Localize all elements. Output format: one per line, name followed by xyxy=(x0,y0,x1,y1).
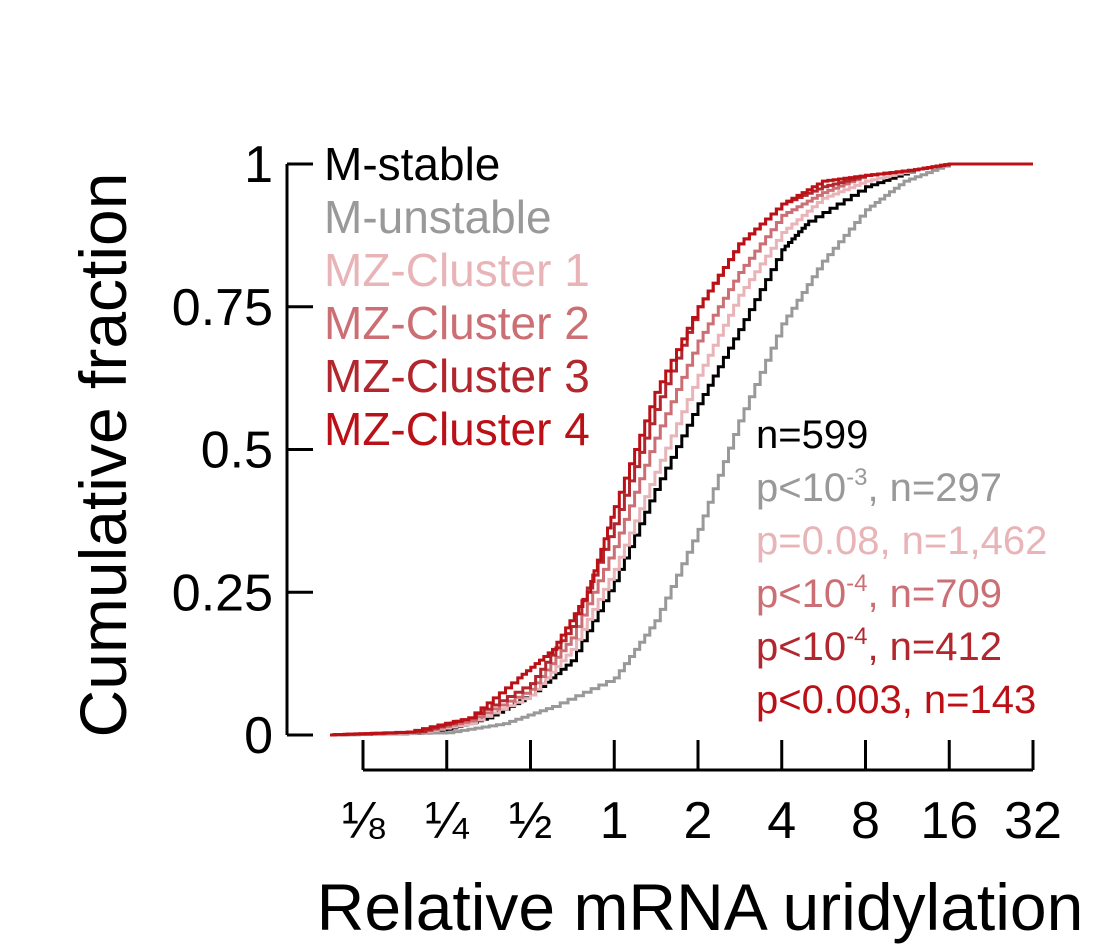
y-tick-label: 0.75 xyxy=(172,279,273,337)
y-tick-label: 0.25 xyxy=(172,564,273,622)
legend-entry: MZ-Cluster 3 xyxy=(324,350,590,402)
stat-annotation: p<10-4, n=709 xyxy=(756,570,1002,616)
x-tick-label: ¼ xyxy=(425,792,469,850)
legend-entry: M-stable xyxy=(324,138,500,190)
x-tick-label: 1 xyxy=(600,792,629,850)
x-tick-label: ⅛ xyxy=(341,792,385,850)
series-line xyxy=(330,162,1033,737)
x-tick-label: ½ xyxy=(509,792,552,850)
legend-entry: MZ-Cluster 2 xyxy=(324,297,590,349)
stat-annotation: p<10-4, n=412 xyxy=(756,623,1002,669)
x-tick-label: 8 xyxy=(851,792,880,850)
y-axis-title: Cumulative fraction xyxy=(66,173,140,738)
series-line xyxy=(330,162,1033,737)
x-axis-title: Relative mRNA uridylation xyxy=(317,870,1084,944)
stat-annotation: n=599 xyxy=(756,413,868,457)
stat-annotation: p<10-3, n=297 xyxy=(756,464,1002,510)
x-tick-label: 2 xyxy=(684,792,713,850)
stat-annotation: p=0.08, n=1,462 xyxy=(756,519,1047,563)
stat-annotation: p<0.003, n=143 xyxy=(756,678,1036,722)
y-tick-label: 1 xyxy=(244,136,273,194)
stats-annotations: n=599 p<10-3, n=297 p=0.08, n=1,462 p<10-4,… xyxy=(756,413,1047,722)
series-curves xyxy=(330,162,1033,737)
x-tick-label: 16 xyxy=(920,792,978,850)
x-tick-label: 4 xyxy=(767,792,796,850)
y-axis: 0 0.25 0.5 0.75 1 xyxy=(172,136,313,765)
y-tick-label: 0.5 xyxy=(201,422,273,480)
legend-entry: MZ-Cluster 1 xyxy=(324,244,590,296)
x-axis: ⅛ ¼ ½ 1 2 4 8 16 32 xyxy=(341,740,1062,850)
legend-entry: MZ-Cluster 4 xyxy=(324,403,590,455)
x-tick-label: 32 xyxy=(1004,792,1062,850)
y-tick-label: 0 xyxy=(244,707,273,765)
legend-entry: M-unstable xyxy=(324,191,552,243)
